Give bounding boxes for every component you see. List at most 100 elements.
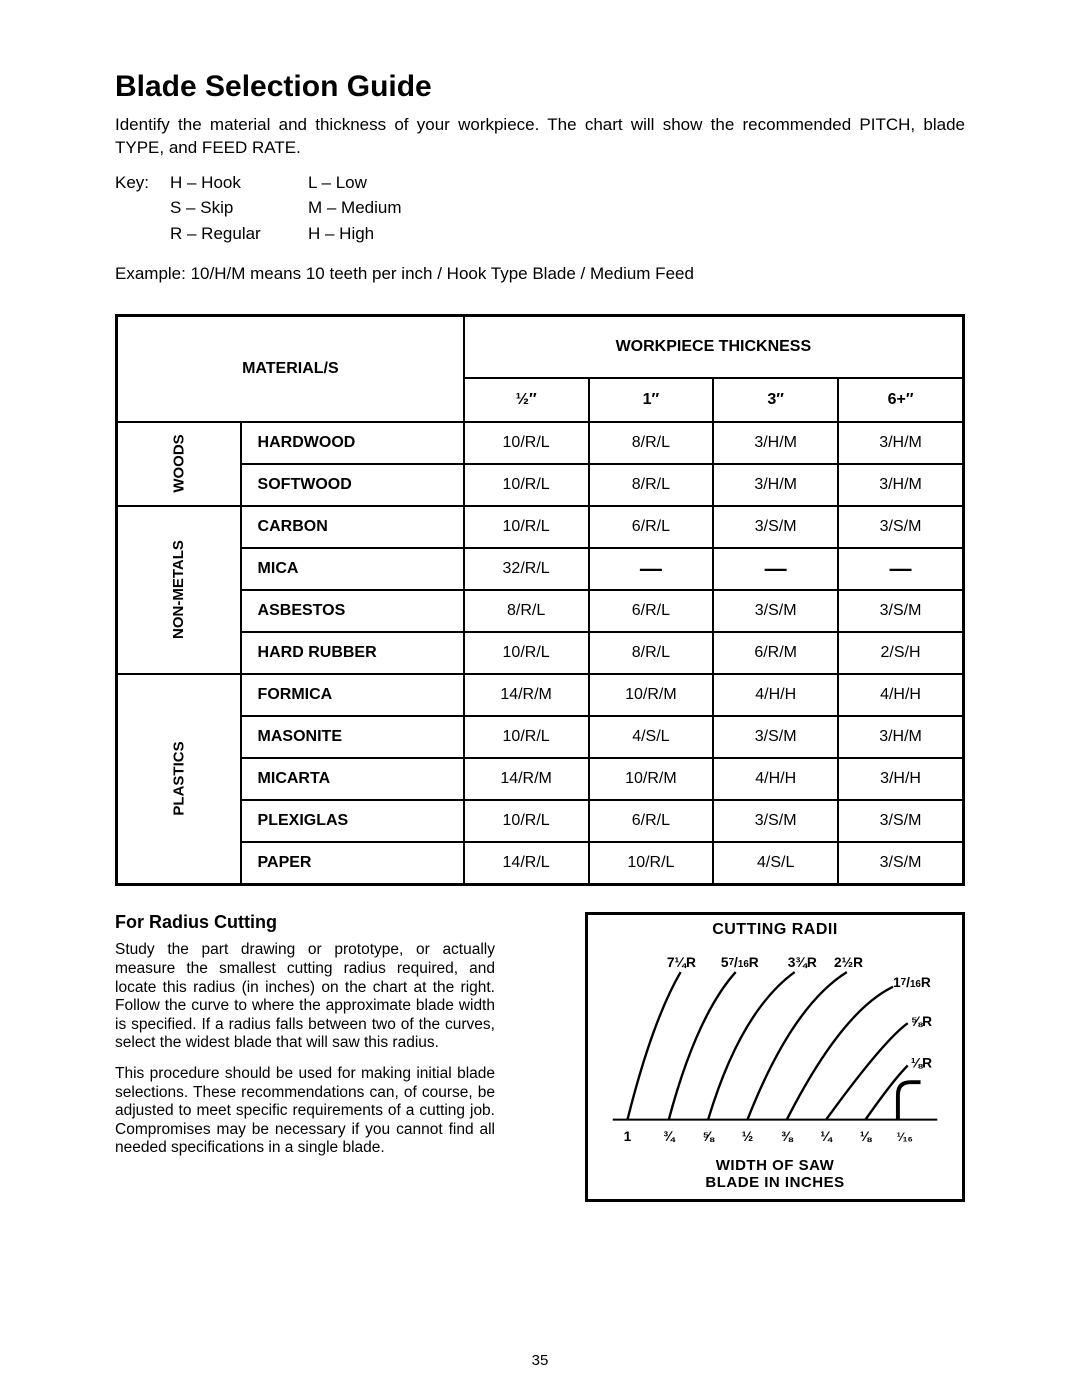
table-row: WOODS HARDWOOD 10/R/L 8/R/L 3/H/M 3/H/M	[117, 422, 964, 464]
svg-text:½: ½	[742, 1130, 753, 1145]
material-cell: FORMICA	[241, 674, 464, 716]
material-cell: PAPER	[241, 842, 464, 885]
key-item: L – Low	[308, 170, 418, 196]
table-row: HARD RUBBER 10/R/L 8/R/L 6/R/M 2/S/H	[117, 632, 964, 674]
material-cell: CARBON	[241, 506, 464, 548]
value-cell: 6/R/L	[589, 800, 714, 842]
table-row: PLEXIGLAS 10/R/L 6/R/L 3/S/M 3/S/M	[117, 800, 964, 842]
key-block: Key: H – Hook S – Skip R – Regular L – L…	[115, 170, 965, 247]
radii-label: 57/16R	[721, 956, 759, 971]
value-cell: 3/S/M	[713, 506, 838, 548]
value-cell: 3/H/M	[713, 422, 838, 464]
value-cell: 10/R/L	[464, 716, 589, 758]
table-row: MICA 32/R/L — — —	[117, 548, 964, 590]
intro-text: Identify the material and thickness of y…	[115, 114, 965, 160]
svg-text:¼: ¼	[820, 1130, 833, 1145]
value-cell: 4/H/H	[838, 674, 963, 716]
key-item: S – Skip	[170, 195, 280, 221]
category-cell-plastics: PLASTICS	[117, 674, 241, 885]
radii-chart-title: CUTTING RADII	[712, 921, 838, 939]
radius-paragraph: This procedure should be used for making…	[115, 1065, 495, 1158]
value-cell: 3/H/H	[838, 758, 963, 800]
value-cell: 4/H/H	[713, 674, 838, 716]
table-row: NON-METALS CARBON 10/R/L 6/R/L 3/S/M 3/S…	[117, 506, 964, 548]
material-cell: SOFTWOOD	[241, 464, 464, 506]
material-cell: PLEXIGLAS	[241, 800, 464, 842]
value-cell: 6/R/M	[713, 632, 838, 674]
value-cell: 4/H/H	[713, 758, 838, 800]
material-cell: MASONITE	[241, 716, 464, 758]
cutting-radii-chart: CUTTING RADII 7¼R 57/16R 3¾R 2½R 17/16R …	[585, 912, 965, 1202]
key-col-1: H – Hook S – Skip R – Regular	[170, 170, 280, 247]
radii-label: 3¾R	[788, 956, 817, 971]
svg-text:1: 1	[624, 1130, 632, 1145]
value-cell: 4/S/L	[589, 716, 714, 758]
value-cell: 10/R/L	[589, 842, 714, 885]
value-cell: —	[589, 548, 714, 590]
value-cell: 10/R/L	[464, 422, 589, 464]
material-cell: MICARTA	[241, 758, 464, 800]
page-number: 35	[0, 1352, 1080, 1369]
category-cell-woods: WOODS	[117, 422, 241, 506]
value-cell: 3/H/M	[838, 716, 963, 758]
table-header-thickness: WORKPIECE THICKNESS	[464, 316, 964, 379]
svg-text:⅝: ⅝	[702, 1130, 715, 1145]
page-title: Blade Selection Guide	[115, 70, 965, 104]
table-header-materials: MATERIAL/S	[117, 316, 464, 423]
value-cell: 8/R/L	[464, 590, 589, 632]
value-cell: 3/S/M	[713, 590, 838, 632]
table-row: PAPER 14/R/L 10/R/L 4/S/L 3/S/M	[117, 842, 964, 885]
key-item: R – Regular	[170, 221, 280, 247]
radii-label: 2½R	[834, 956, 863, 971]
selection-table: MATERIAL/S WORKPIECE THICKNESS ½″ 1″ 3″ …	[115, 314, 965, 886]
lower-section: For Radius Cutting Study the part drawin…	[115, 912, 965, 1202]
radii-label: 7¼R	[667, 956, 696, 971]
table-row: PLASTICS FORMICA 14/R/M 10/R/M 4/H/H 4/H…	[117, 674, 964, 716]
value-cell: 10/R/L	[464, 800, 589, 842]
value-cell: 2/S/H	[838, 632, 963, 674]
value-cell: 10/R/L	[464, 506, 589, 548]
value-cell: 3/S/M	[838, 800, 963, 842]
material-cell: MICA	[241, 548, 464, 590]
material-cell: ASBESTOS	[241, 590, 464, 632]
key-label: Key:	[115, 170, 170, 196]
table-row: MASONITE 10/R/L 4/S/L 3/S/M 3/H/M	[117, 716, 964, 758]
value-cell: 14/R/L	[464, 842, 589, 885]
radii-xlabel: WIDTH OF SAW BLADE IN INCHES	[705, 1157, 844, 1192]
value-cell: 6/R/L	[589, 590, 714, 632]
example-text: Example: 10/H/M means 10 teeth per inch …	[115, 264, 965, 284]
value-cell: 14/R/M	[464, 674, 589, 716]
svg-text:¾: ¾	[663, 1130, 676, 1145]
radius-paragraph: Study the part drawing or prototype, or …	[115, 941, 495, 1053]
table-col-header: ½″	[464, 378, 589, 422]
radii-label: ⅛R	[911, 1056, 932, 1071]
key-item: M – Medium	[308, 195, 418, 221]
value-cell: 8/R/L	[589, 422, 714, 464]
value-cell: 3/S/M	[838, 590, 963, 632]
value-cell: 10/R/L	[464, 464, 589, 506]
svg-text:¹⁄₁₆: ¹⁄₁₆	[897, 1131, 913, 1145]
radius-text-block: For Radius Cutting Study the part drawin…	[115, 912, 495, 1202]
value-cell: 32/R/L	[464, 548, 589, 590]
value-cell: 3/S/M	[713, 800, 838, 842]
value-cell: 3/H/M	[838, 464, 963, 506]
table-row: MICARTA 14/R/M 10/R/M 4/H/H 3/H/H	[117, 758, 964, 800]
svg-text:⅜: ⅜	[781, 1130, 794, 1145]
value-cell: 4/S/L	[713, 842, 838, 885]
value-cell: 3/H/M	[713, 464, 838, 506]
radii-label: 17/16R	[893, 975, 931, 990]
category-cell-nonmetals: NON-METALS	[117, 506, 241, 674]
key-item: H – High	[308, 221, 418, 247]
value-cell: 8/R/L	[589, 464, 714, 506]
table-row: SOFTWOOD 10/R/L 8/R/L 3/H/M 3/H/M	[117, 464, 964, 506]
value-cell: 10/R/M	[589, 758, 714, 800]
value-cell: 8/R/L	[589, 632, 714, 674]
radii-curves	[628, 972, 921, 1120]
key-item: H – Hook	[170, 170, 280, 196]
radii-xticks: 1 ¾ ⅝ ½ ⅜ ¼ ⅛ ¹⁄₁₆	[624, 1130, 913, 1145]
value-cell: 10/R/M	[589, 674, 714, 716]
material-cell: HARDWOOD	[241, 422, 464, 464]
material-cell: HARD RUBBER	[241, 632, 464, 674]
value-cell: 6/R/L	[589, 506, 714, 548]
table-col-header: 3″	[713, 378, 838, 422]
